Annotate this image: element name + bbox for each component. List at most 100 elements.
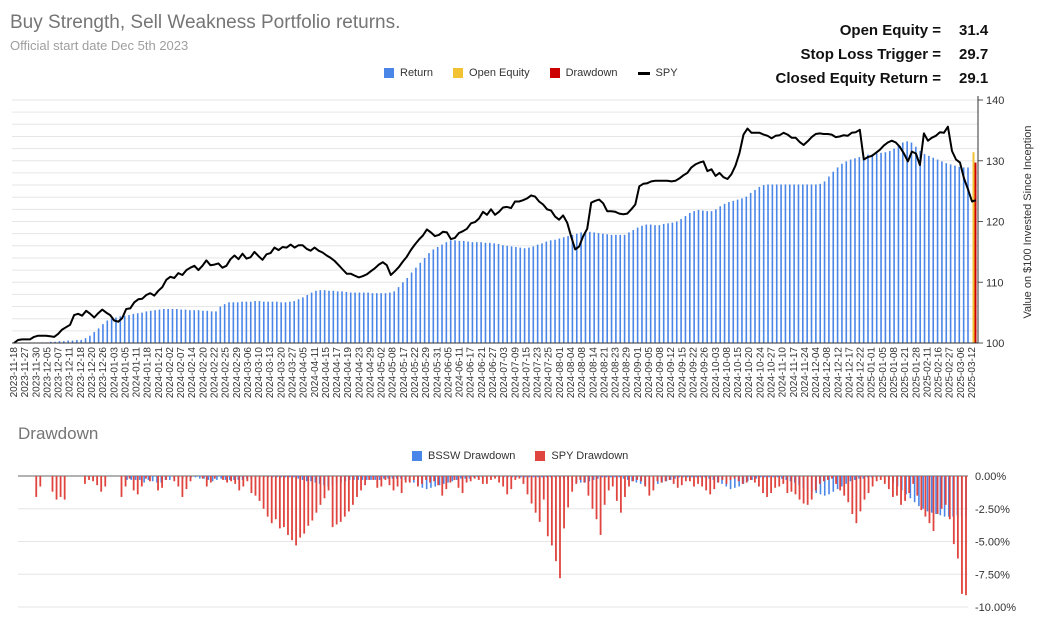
spy-drawdown-bar — [124, 476, 127, 487]
spy-drawdown-bar — [721, 476, 724, 480]
return-bar — [432, 249, 435, 343]
bssw-drawdown-bar — [866, 476, 869, 478]
spy-drawdown-bar — [648, 476, 651, 496]
x-tick-label: 2025-03-06 — [956, 347, 967, 399]
legend-label: Return — [400, 67, 434, 79]
return-bar — [736, 199, 739, 343]
x-tick-label: 2024-09-22 — [689, 347, 700, 399]
return-bar — [636, 227, 639, 343]
bssw-drawdown-bar — [194, 476, 197, 478]
spy-drawdown-bar — [226, 476, 228, 483]
bssw-drawdown-bar — [605, 476, 608, 478]
return-bar — [915, 146, 917, 343]
return-bar — [806, 184, 808, 343]
x-tick-label: 2024-01-18 — [143, 347, 154, 399]
return-bar — [680, 219, 682, 343]
return-bar — [515, 247, 517, 343]
spy-drawdown-bar — [652, 476, 655, 491]
x-tick-label: 2024-02-14 — [187, 347, 198, 399]
bssw-drawdown-bar — [781, 476, 783, 479]
return-bar — [441, 244, 443, 343]
return-bar — [719, 206, 722, 343]
bssw-drawdown-bar — [597, 476, 599, 479]
y-tick-label: 110 — [986, 277, 1004, 289]
spy-drawdown-bar — [920, 476, 923, 511]
return-bar — [784, 184, 787, 343]
return-bar — [449, 240, 452, 343]
spy-drawdown-bar — [871, 476, 874, 487]
return-bar — [410, 272, 413, 343]
drawdown-bar — [974, 162, 977, 343]
drawdown-legend: BSSW Drawdown SPY Drawdown — [412, 450, 642, 462]
bssw-drawdown-bar — [930, 476, 933, 513]
x-tick-label: 2025-03-12 — [967, 347, 978, 399]
return-bar — [615, 234, 617, 343]
x-tick-label: 2024-04-29 — [366, 347, 377, 399]
spy-drawdown-bar — [343, 476, 346, 517]
spy-drawdown-bar — [278, 476, 281, 529]
x-tick-label: 2024-06-05 — [443, 347, 454, 399]
y-tick-label: -10.00% — [975, 602, 1016, 614]
return-bar — [667, 223, 669, 343]
legend-item-spy-drawdown[interactable]: SPY Drawdown — [535, 450, 628, 462]
spy-drawdown-bar — [591, 476, 594, 509]
legend-item-open-equity[interactable]: Open Equity — [453, 67, 530, 79]
spy-drawdown-bar — [404, 476, 407, 483]
bssw-drawdown-bar — [460, 476, 462, 479]
return-bar — [349, 292, 352, 343]
spy-drawdown-bar — [469, 476, 472, 482]
x-tick-label: 2024-07-23 — [533, 347, 544, 399]
x-tick-label: 2024-12-08 — [822, 347, 833, 399]
spy-drawdown-bar — [660, 476, 663, 483]
spy-drawdown-bar — [632, 476, 634, 482]
spy-drawdown-bar — [798, 476, 801, 500]
x-tick-label: 2025-01-05 — [878, 347, 889, 399]
bssw-drawdown-bar — [913, 476, 916, 503]
return-bar — [506, 245, 509, 343]
spy-drawdown-bar — [839, 476, 842, 491]
legend-item-return[interactable]: Return — [384, 67, 433, 79]
bssw-drawdown-bar — [691, 476, 693, 478]
bssw-drawdown-bar — [151, 476, 154, 482]
spy-drawdown-bar — [749, 476, 752, 480]
legend-item-spy[interactable]: SPY — [637, 67, 678, 79]
spy-drawdown-bar — [892, 476, 894, 497]
spy-drawdown-bar — [595, 476, 598, 520]
return-bar — [849, 159, 852, 343]
x-tick-label: 2024-10-03 — [711, 347, 722, 399]
x-tick-label: 2024-07-15 — [521, 347, 532, 399]
y-tick-label: -2.50% — [975, 504, 1010, 516]
legend-item-drawdown[interactable]: Drawdown — [549, 67, 618, 79]
spy-drawdown-bar — [814, 476, 817, 491]
x-tick-label: 2024-04-17 — [332, 347, 343, 399]
spy-drawdown-bar — [607, 476, 610, 491]
spy-drawdown-bar — [867, 476, 870, 494]
spy-drawdown-bar — [684, 476, 687, 482]
return-bar — [589, 231, 591, 343]
x-tick-label: 2024-09-05 — [644, 347, 655, 399]
return-bar — [202, 310, 204, 343]
return-bar — [671, 222, 674, 343]
spy-drawdown-bar — [100, 476, 103, 492]
spy-drawdown-bar — [140, 476, 143, 487]
bssw-drawdown-bar — [228, 476, 231, 480]
spy-drawdown-bar — [364, 476, 367, 486]
return-bar — [871, 154, 874, 343]
bssw-drawdown-bar — [592, 476, 595, 480]
spy-drawdown-bar — [705, 476, 708, 491]
y-tick-label: 0.00% — [975, 471, 1006, 483]
spy-drawdown-bar — [745, 476, 748, 483]
return-bar — [619, 234, 622, 343]
return-bar — [76, 339, 78, 343]
return-bar — [276, 301, 278, 343]
x-tick-label: 2024-02-29 — [232, 347, 243, 399]
legend-item-bssw-drawdown[interactable]: BSSW Drawdown — [412, 450, 515, 462]
bssw-drawdown-bar — [695, 476, 698, 478]
chart-title: Buy Strength, Sell Weakness Portfolio re… — [10, 12, 401, 33]
spy-drawdown-bar — [603, 476, 606, 505]
return-bar — [149, 310, 152, 343]
spy-drawdown-bar — [713, 476, 716, 490]
return-bar — [289, 301, 291, 343]
return-bar — [462, 240, 465, 343]
bssw-drawdown-bar — [314, 476, 317, 483]
